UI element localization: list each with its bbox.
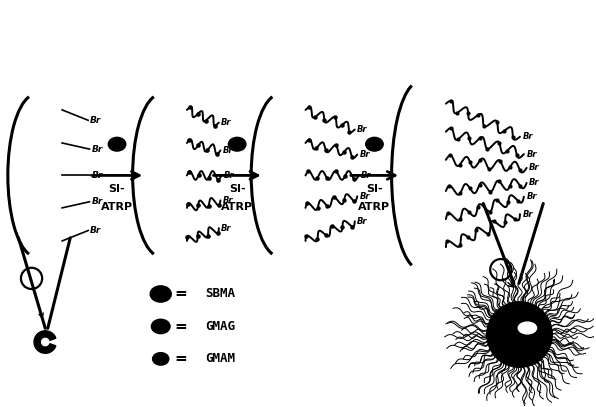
Ellipse shape	[150, 286, 171, 302]
Text: Br: Br	[91, 144, 103, 153]
Text: GMAM: GMAM	[206, 352, 235, 365]
Text: Br: Br	[221, 224, 232, 233]
Wedge shape	[34, 331, 56, 353]
Text: Br: Br	[221, 118, 232, 127]
Text: Br: Br	[90, 226, 101, 235]
Circle shape	[487, 302, 552, 367]
Text: Br: Br	[526, 150, 537, 159]
Ellipse shape	[108, 137, 126, 151]
Text: Br: Br	[361, 171, 371, 180]
Text: GMAG: GMAG	[206, 320, 235, 333]
Text: Br: Br	[357, 125, 368, 134]
Text: Br: Br	[529, 178, 539, 187]
Text: Br: Br	[360, 192, 370, 201]
Text: =: =	[174, 287, 187, 302]
Text: Br: Br	[223, 196, 234, 205]
Text: Br: Br	[92, 171, 104, 180]
Ellipse shape	[153, 352, 169, 365]
Text: SI-: SI-	[229, 184, 246, 194]
Text: SBMA: SBMA	[206, 287, 235, 300]
Text: Br: Br	[223, 146, 234, 155]
Text: SI-: SI-	[366, 184, 383, 194]
Text: Br: Br	[523, 132, 533, 141]
Text: Br: Br	[224, 171, 234, 180]
Text: Br: Br	[529, 164, 539, 173]
Ellipse shape	[366, 137, 383, 151]
Text: =: =	[174, 319, 187, 334]
Ellipse shape	[151, 319, 170, 334]
Text: Br: Br	[91, 197, 103, 206]
Text: SI-: SI-	[108, 184, 125, 194]
Text: Br: Br	[357, 217, 368, 226]
Text: ATRP: ATRP	[358, 201, 390, 212]
Ellipse shape	[518, 322, 536, 334]
Text: Br: Br	[90, 116, 101, 125]
Text: ATRP: ATRP	[101, 201, 133, 212]
Text: =: =	[174, 351, 187, 366]
Text: Br: Br	[360, 150, 370, 159]
Text: Br: Br	[523, 210, 533, 219]
Text: ATRP: ATRP	[221, 201, 253, 212]
Text: Br: Br	[526, 192, 537, 201]
Ellipse shape	[228, 137, 246, 151]
